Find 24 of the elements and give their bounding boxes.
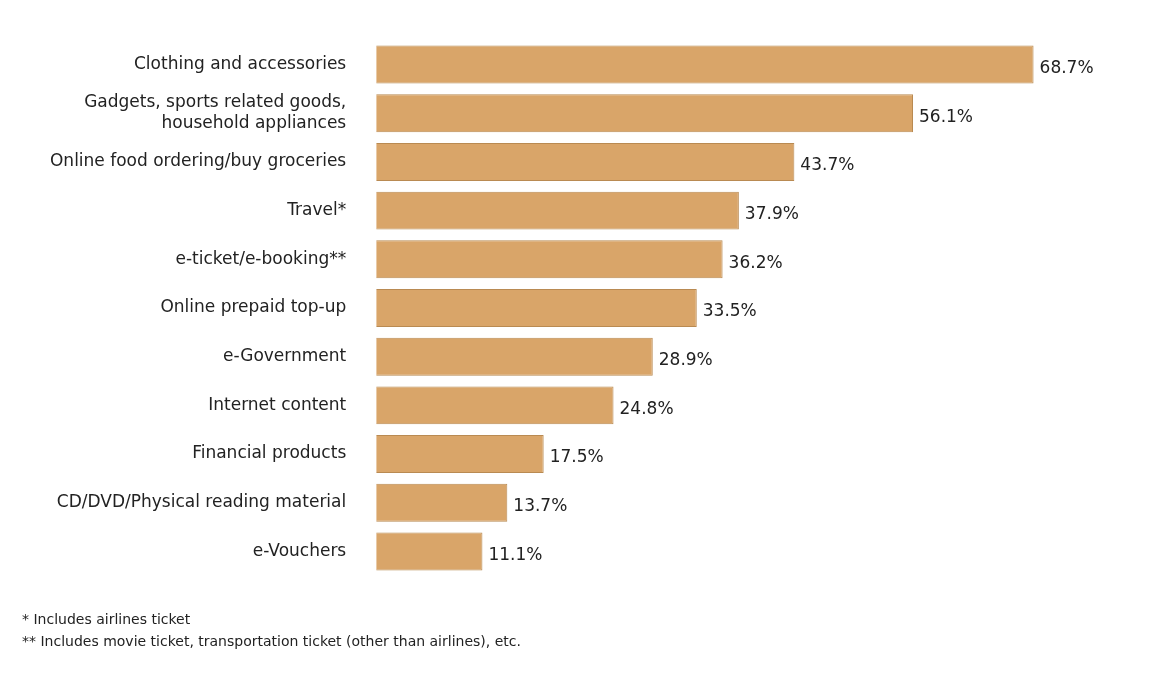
y-tick-label: Financial products <box>192 442 347 463</box>
y-tick-label: Online prepaid top-up <box>160 296 347 317</box>
y-tick-label: e-ticket/e-booking** <box>175 247 347 268</box>
data-label: 13.7% <box>513 495 568 516</box>
data-label: 24.8% <box>619 397 674 418</box>
y-tick-label: Gadgets, sports related goods, household appliances <box>84 91 347 132</box>
y-tick-label: Internet content <box>208 393 347 414</box>
y-tick-label: CD/DVD/Physical reading material <box>56 491 347 512</box>
y-tick-label: Online food ordering/buy groceries <box>49 150 347 171</box>
y-tick-label: Clothing and accessories <box>134 52 347 73</box>
y-tick-label: Travel* <box>286 199 347 220</box>
data-label: 11.1% <box>488 543 543 564</box>
y-tick-label: e-Vouchers <box>252 539 347 560</box>
data-label: 37.9% <box>744 203 799 224</box>
y-tick-label: e-Government <box>223 345 347 366</box>
data-label: 68.7% <box>1039 56 1094 77</box>
data-label: 28.9% <box>658 349 713 370</box>
data-label: 17.5% <box>549 446 604 467</box>
data-label: 56.1% <box>919 105 974 126</box>
text: ** Includes movie ticket, transportation ticket (other than airlines), etc. <box>22 632 522 651</box>
data-label: 43.7% <box>800 154 855 175</box>
data-label: 36.2% <box>728 251 783 272</box>
data-label: 33.5% <box>702 300 757 321</box>
text: * Includes airlines ticket <box>22 610 192 629</box>
